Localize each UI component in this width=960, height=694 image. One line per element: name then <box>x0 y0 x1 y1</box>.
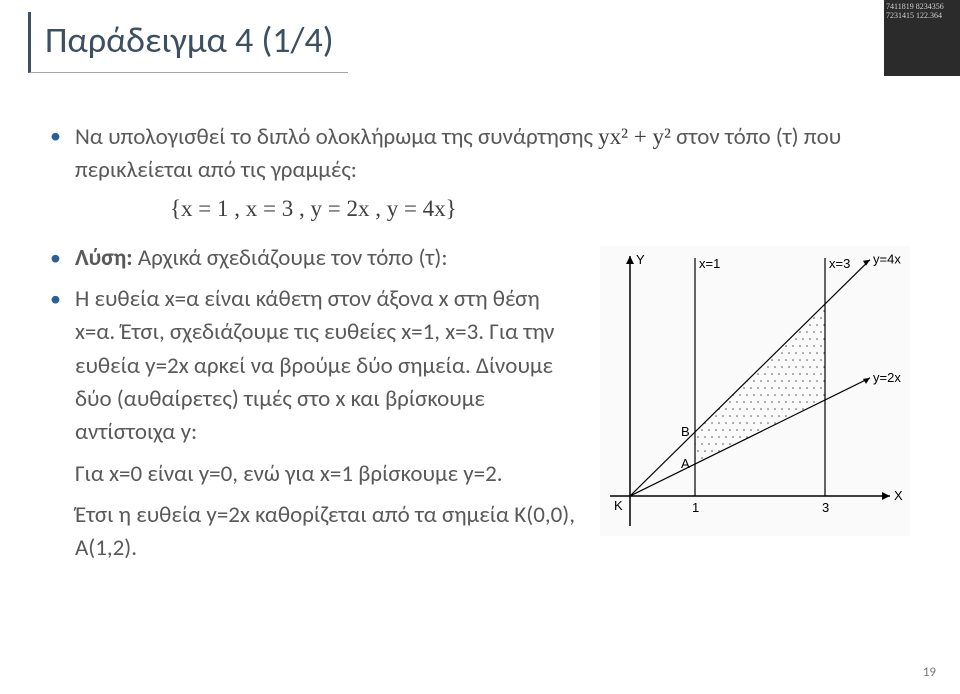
page-number: 19 <box>923 665 936 680</box>
bullet-1-formula: yx² + y² <box>598 124 671 149</box>
bullet-body-1: • Η ευθεία x=α είναι κάθετη στον άξονα x… <box>50 283 580 450</box>
title-box: Παράδειγμα 4 (1/4) <box>28 12 348 73</box>
svg-text:Y: Y <box>636 252 645 267</box>
solution-label: Λύση: <box>75 244 133 272</box>
region-diagram: Y X Kx=1 x=3 y=4x y=2x 1 3 A B <box>600 246 910 536</box>
svg-text:3: 3 <box>822 500 829 515</box>
svg-text:x=1: x=1 <box>699 256 720 271</box>
solution-text: Αρχικά σχεδιάζουμε τον τόπο (τ): <box>138 244 448 272</box>
svg-text:y=4x: y=4x <box>873 251 901 266</box>
svg-text:A: A <box>681 456 690 471</box>
svg-text:1: 1 <box>692 500 699 515</box>
bullet-body-1-text: Η ευθεία x=α είναι κάθετη στον άξονα x σ… <box>75 283 580 450</box>
bullet-1-pre: Να υπολογισθεί το διπλό ολοκλήρωμα της σ… <box>75 123 598 151</box>
bullet-body-2-text: Για x=0 είναι y=0, ενώ για x=1 βρίσκουμε… <box>75 458 503 491</box>
constraints-line: {x = 1 , x = 3 , y = 2x , y = 4x} <box>170 196 910 222</box>
slide-title: Παράδειγμα 4 (1/4) <box>45 18 334 62</box>
bullet-dot: • <box>50 120 61 188</box>
slide-body: • Να υπολογισθεί το διπλό ολοκλήρωμα της… <box>50 120 910 574</box>
svg-text:x=3: x=3 <box>829 256 850 271</box>
bullet-solution: • Λύση: Αρχικά σχεδιάζουμε τον τόπο (τ): <box>50 242 580 275</box>
svg-text:B: B <box>681 424 690 439</box>
svg-text:y=2x: y=2x <box>873 370 901 385</box>
bullet-dot: • <box>50 242 61 275</box>
decor-corner: 7411819 8234356 7231415 122.364 <box>884 0 960 76</box>
bullet-1: • Να υπολογισθεί το διπλό ολοκλήρωμα της… <box>50 120 910 188</box>
bullet-dot: • <box>50 283 61 450</box>
svg-text:X: X <box>894 488 903 503</box>
svg-text:K: K <box>614 498 623 513</box>
bullet-body-2: • Για x=0 είναι y=0, ενώ για x=1 βρίσκου… <box>50 458 580 491</box>
bullet-body-3-text: Έτσι η ευθεία y=2x καθορίζεται από τα ση… <box>75 499 580 566</box>
bullet-body-3: • Έτσι η ευθεία y=2x καθορίζεται από τα … <box>50 499 580 566</box>
figure-container: Y X Kx=1 x=3 y=4x y=2x 1 3 A B <box>600 246 910 574</box>
